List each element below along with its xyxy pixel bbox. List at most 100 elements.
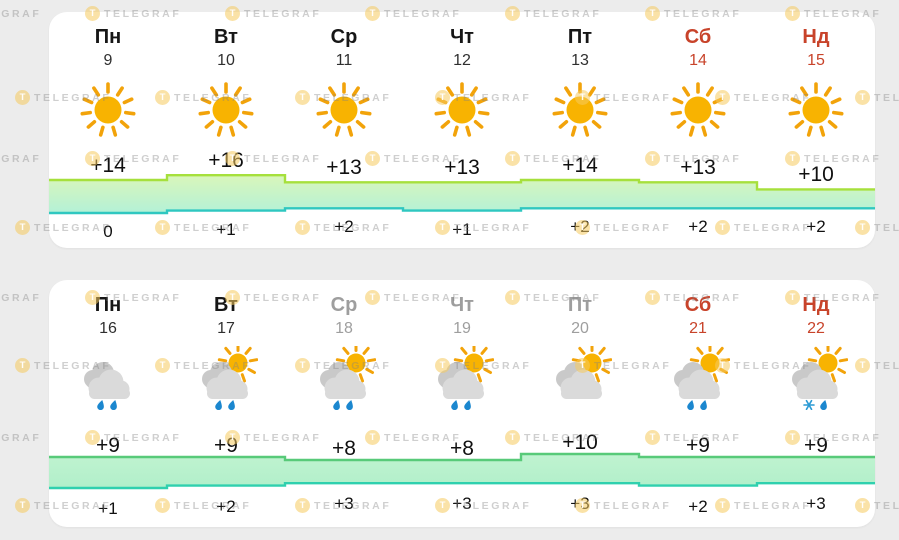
watermark-text: TELEGRAF xyxy=(874,499,899,512)
day-low-temp: +2 xyxy=(216,496,236,516)
day-date-label: 10 xyxy=(217,52,235,69)
day-column[interactable]: Вт 10 +16 +1 xyxy=(167,12,285,248)
watermark-text: TELEGRAF xyxy=(0,431,42,444)
day-name-label: Ср xyxy=(330,294,358,316)
day-column[interactable]: Пн 9 +14 0 xyxy=(49,12,167,248)
telegraf-logo-icon: T xyxy=(15,90,30,105)
day-high-temp: +16 xyxy=(208,149,244,173)
watermark-text: TELEGRAF xyxy=(0,152,42,165)
day-column[interactable]: Чт 12 +13 +1 xyxy=(403,12,521,248)
day-date-label: 17 xyxy=(217,320,235,337)
day-date-label: 14 xyxy=(689,52,707,69)
day-name-label: Вт xyxy=(214,294,238,316)
day-name-label: Нд xyxy=(802,26,830,48)
forecast-card-week1: Пн 9 +14 0 Вт 10 +16 +1 Ср 11 +13 +2 Чт 12 +13 +1 Пт 13 +1… xyxy=(49,12,875,248)
temperature-band-chart xyxy=(49,174,875,215)
day-high-temp: +13 xyxy=(680,156,716,180)
day-low-temp: +1 xyxy=(216,219,236,239)
day-low-temp: +3 xyxy=(334,494,354,514)
day-column[interactable]: Нд 22 +9 +3 xyxy=(757,280,875,527)
day-name-label: Сб xyxy=(684,294,712,316)
day-name-label: Чт xyxy=(450,294,474,316)
telegraf-logo-icon: T xyxy=(15,220,30,235)
cloud-rain-icon xyxy=(76,346,140,410)
day-high-temp: +8 xyxy=(332,437,356,460)
sun-cloud-rain-icon xyxy=(194,342,259,410)
day-date-label: 12 xyxy=(453,52,471,69)
sun-cloud-rain-icon xyxy=(666,342,731,410)
day-date-label: 13 xyxy=(571,52,589,69)
day-date-label: 9 xyxy=(103,52,113,69)
day-name-label: Пн xyxy=(94,294,122,316)
day-column[interactable]: Нд 15 +10 +2 xyxy=(757,12,875,248)
day-high-temp: +10 xyxy=(798,163,834,187)
sun-cloud-snow-icon xyxy=(784,342,849,410)
day-high-temp: +9 xyxy=(214,434,238,457)
day-date-label: 11 xyxy=(335,52,353,69)
day-date-label: 21 xyxy=(689,320,707,337)
day-date-label: 15 xyxy=(807,52,825,69)
telegraf-logo-icon: T xyxy=(15,358,30,373)
day-high-temp: +9 xyxy=(686,434,710,457)
day-column[interactable]: Ср 18 +8 +3 xyxy=(285,280,403,527)
sun-icon xyxy=(666,78,730,142)
temperature-band-chart xyxy=(49,452,875,490)
day-low-temp: +2 xyxy=(334,217,354,237)
day-name-label: Пт xyxy=(567,26,593,48)
forecast-card-week2: Пн 16 +9 +1 Вт 17 +9 +2 Ср 18 +8 +3 Чт 19 +8 +3 Пт 20 +10 +… xyxy=(49,280,875,527)
day-column[interactable]: Сб 14 +13 +2 xyxy=(639,12,757,248)
watermark-text: TELEGRAF xyxy=(874,221,899,234)
sun-cloud-rain-icon xyxy=(312,342,377,410)
day-low-temp: +3 xyxy=(570,494,590,514)
day-date-label: 19 xyxy=(453,320,471,337)
sun-icon xyxy=(548,78,612,142)
day-low-temp: +3 xyxy=(452,494,472,514)
day-low-temp: 0 xyxy=(103,222,113,241)
day-low-temp: +2 xyxy=(688,217,708,237)
day-low-temp: +1 xyxy=(98,499,118,518)
day-name-label: Пт xyxy=(567,294,593,316)
watermark-text: TELEGRAF xyxy=(874,359,899,372)
day-column[interactable]: Сб 21 +9 +2 xyxy=(639,280,757,527)
sun-icon xyxy=(312,78,376,142)
telegraf-logo-icon: T xyxy=(15,498,30,513)
day-high-temp: +13 xyxy=(326,156,362,180)
watermark-text: TELEGRAF xyxy=(0,291,42,304)
day-column[interactable]: Пт 13 +14 +2 xyxy=(521,12,639,248)
sun-icon xyxy=(430,78,494,142)
day-column[interactable]: Чт 19 +8 +3 xyxy=(403,280,521,527)
day-date-label: 16 xyxy=(99,320,117,337)
sun-icon xyxy=(76,78,140,142)
day-low-temp: +2 xyxy=(688,496,708,516)
day-column[interactable]: Пн 16 +9 +1 xyxy=(49,280,167,527)
day-column[interactable]: Ср 11 +13 +2 xyxy=(285,12,403,248)
day-low-temp: +1 xyxy=(452,219,472,239)
day-low-temp: +2 xyxy=(806,217,826,237)
day-date-label: 18 xyxy=(335,320,353,337)
day-column[interactable]: Пт 20 +10 +3 xyxy=(521,280,639,527)
sun-icon xyxy=(194,78,258,142)
watermark-text: TELEGRAF xyxy=(874,91,899,104)
day-low-temp: +3 xyxy=(806,494,826,514)
sun-icon xyxy=(784,78,848,142)
day-name-label: Пн xyxy=(94,26,122,48)
day-high-temp: +8 xyxy=(450,437,474,460)
day-high-temp: +10 xyxy=(562,431,598,454)
day-date-label: 20 xyxy=(571,320,589,337)
day-high-temp: +9 xyxy=(96,434,120,457)
day-name-label: Ср xyxy=(330,26,358,48)
day-name-label: Сб xyxy=(684,26,712,48)
day-name-label: Вт xyxy=(214,26,238,48)
day-name-label: Нд xyxy=(802,294,830,316)
day-name-label: Чт xyxy=(450,26,474,48)
day-high-temp: +14 xyxy=(562,154,598,177)
day-low-temp: +2 xyxy=(570,217,590,237)
day-high-temp: +14 xyxy=(90,154,126,177)
watermark-text: TELEGRAF xyxy=(0,7,42,20)
week1-day-columns: Пн 9 +14 0 Вт 10 +16 +1 Ср 11 +13 +2 Чт 12 +13 +1 Пт 13 +1… xyxy=(49,12,875,248)
week2-day-columns: Пн 16 +9 +1 Вт 17 +9 +2 Ср 18 +8 +3 Чт 19 +8 +3 Пт 20 +10 +… xyxy=(49,280,875,527)
day-column[interactable]: Вт 17 +9 +2 xyxy=(167,280,285,527)
